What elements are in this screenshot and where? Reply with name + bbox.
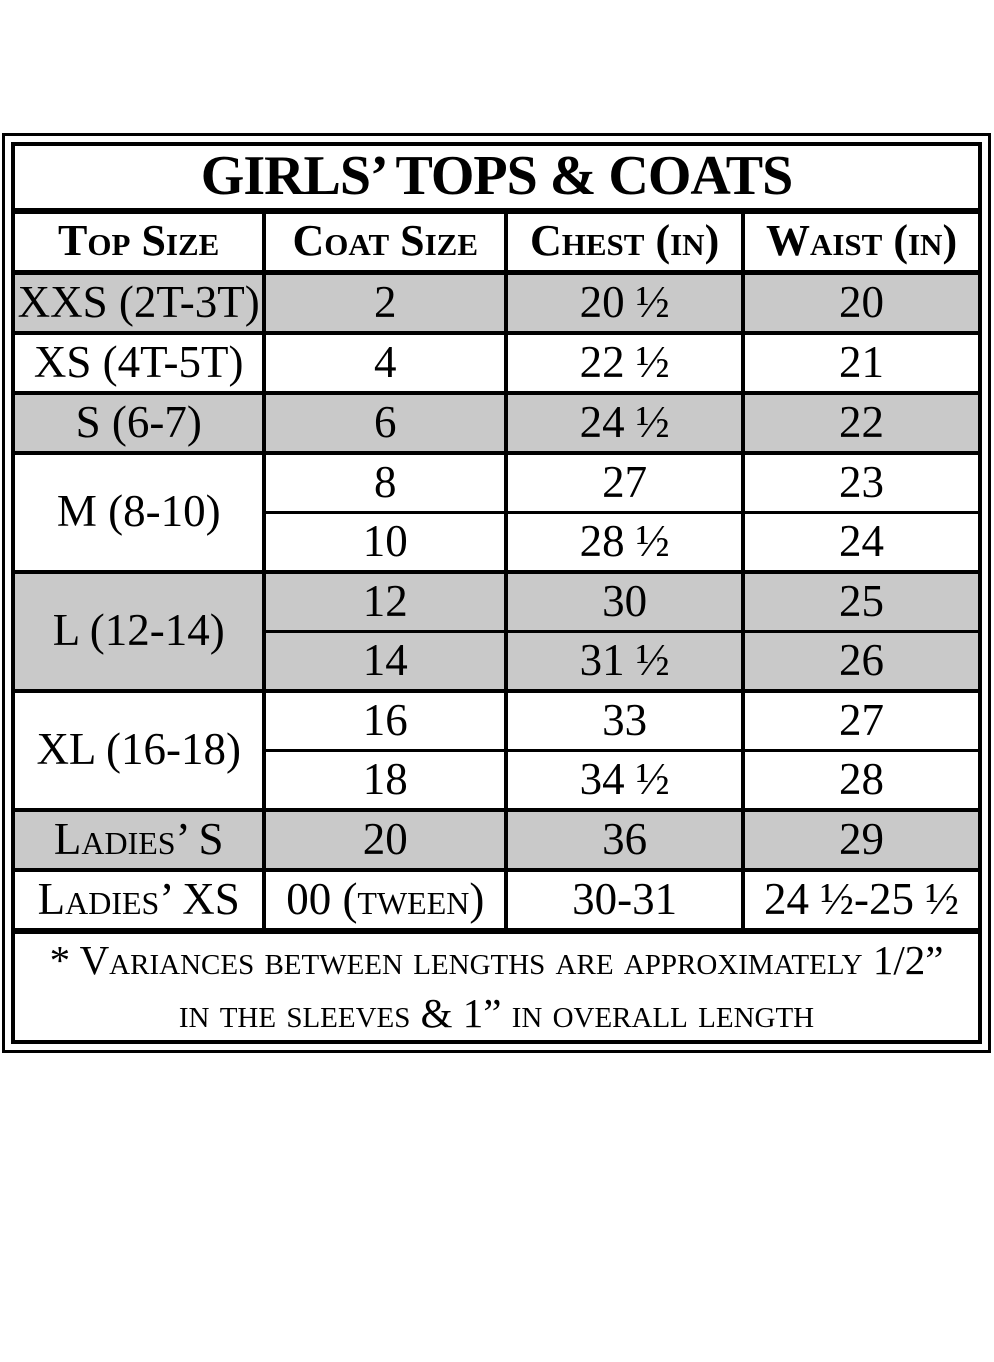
waist-cell: 21	[741, 330, 982, 395]
coat-size-cell: 00 (tween)	[262, 867, 509, 933]
waist-cell: 23	[741, 450, 982, 514]
coat-size-cell: 10	[262, 510, 509, 574]
column-header-waist: Waist (in)	[741, 208, 982, 275]
chest-cell: 30-31	[504, 867, 746, 933]
top-size-cell: S (6-7)	[10, 390, 267, 455]
waist-cell: 28	[741, 748, 982, 812]
footnote: * Variances between lengths are approxim…	[11, 927, 982, 1044]
waist-cell: 20	[741, 270, 982, 335]
table-row-ladies-s: Ladies’ S 20 36 29	[10, 807, 982, 872]
top-size-cell: L (12-14)	[10, 569, 267, 693]
chest-cell: 20 ½	[504, 270, 746, 335]
table-title: GIRLS’ TOPS & COATS	[11, 142, 982, 214]
column-header-top-size: Top Size	[10, 208, 267, 275]
column-header-coat-size: Coat Size	[262, 208, 509, 275]
waist-cell: 26	[741, 629, 982, 693]
waist-cell: 24	[741, 510, 982, 574]
chest-cell: 36	[504, 807, 746, 872]
coat-size-cell: 12	[262, 569, 509, 633]
table-row-m-2: 10 28 ½ 24	[13, 510, 982, 574]
chest-cell: 33	[504, 688, 746, 752]
top-size-cell: XS (4T-5T)	[10, 330, 267, 395]
column-header-chest: Chest (in)	[504, 208, 746, 275]
waist-cell: 24 ½-25 ½	[741, 867, 982, 933]
top-size-cell: XXS (2T-3T)	[10, 270, 267, 335]
waist-cell: 22	[741, 390, 982, 455]
coat-size-cell: 2	[262, 270, 509, 335]
table-title-row: GIRLS’ TOPS & COATS	[11, 142, 982, 214]
table-header-row: Top Size Coat Size Chest (in) Waist (in)	[10, 208, 982, 275]
table-row-xl-2: 18 34 ½ 28	[13, 748, 982, 812]
chest-cell: 27	[504, 450, 746, 514]
coat-size-cell: 6	[262, 390, 509, 455]
waist-cell: 29	[741, 807, 982, 872]
table-row-xs: XS (4T-5T) 4 22 ½ 21	[10, 330, 982, 395]
coat-size-cell: 8	[262, 450, 509, 514]
waist-cell: 25	[741, 569, 982, 633]
chest-cell: 28 ½	[504, 510, 746, 574]
coat-size-cell: 20	[262, 807, 509, 872]
footnote-row: * Variances between lengths are approxim…	[11, 927, 982, 1044]
footnote-line-2: in the sleeves & 1” in overall length	[178, 989, 815, 1036]
table-row-xl-1: XL (16-18) 16 33 27	[10, 688, 982, 812]
chest-cell: 31 ½	[504, 629, 746, 693]
table-row-s: S (6-7) 6 24 ½ 22	[10, 390, 982, 455]
chest-cell: 22 ½	[504, 330, 746, 395]
top-size-cell: Ladies’ XS	[10, 867, 267, 933]
coat-size-cell: 16	[262, 688, 509, 752]
table-row-m-1: M (8-10) 8 27 23	[10, 450, 982, 574]
top-size-cell: Ladies’ S	[10, 807, 267, 872]
table-row-xxs: XXS (2T-3T) 2 20 ½ 20	[10, 270, 982, 335]
footnote-line-1: * Variances between lengths are approxim…	[49, 936, 944, 983]
size-chart-frame: GIRLS’ TOPS & COATS Top Size Coat Size C…	[2, 133, 991, 1053]
size-chart-table: GIRLS’ TOPS & COATS Top Size Coat Size C…	[10, 142, 982, 1044]
chest-cell: 34 ½	[504, 748, 746, 812]
top-size-cell: M (8-10)	[10, 450, 267, 574]
table-row-l-2: 14 31 ½ 26	[13, 629, 982, 693]
coat-size-cell: 4	[262, 330, 509, 395]
coat-size-cell: 18	[262, 748, 509, 812]
waist-cell: 27	[741, 688, 982, 752]
table-row-ladies-xs: Ladies’ XS 00 (tween) 30-31 24 ½-25 ½	[10, 867, 982, 933]
chest-cell: 24 ½	[504, 390, 746, 455]
chest-cell: 30	[504, 569, 746, 633]
top-size-cell: XL (16-18)	[10, 688, 267, 812]
coat-size-cell: 14	[262, 629, 509, 693]
table-row-l-1: L (12-14) 12 30 25	[10, 569, 982, 693]
